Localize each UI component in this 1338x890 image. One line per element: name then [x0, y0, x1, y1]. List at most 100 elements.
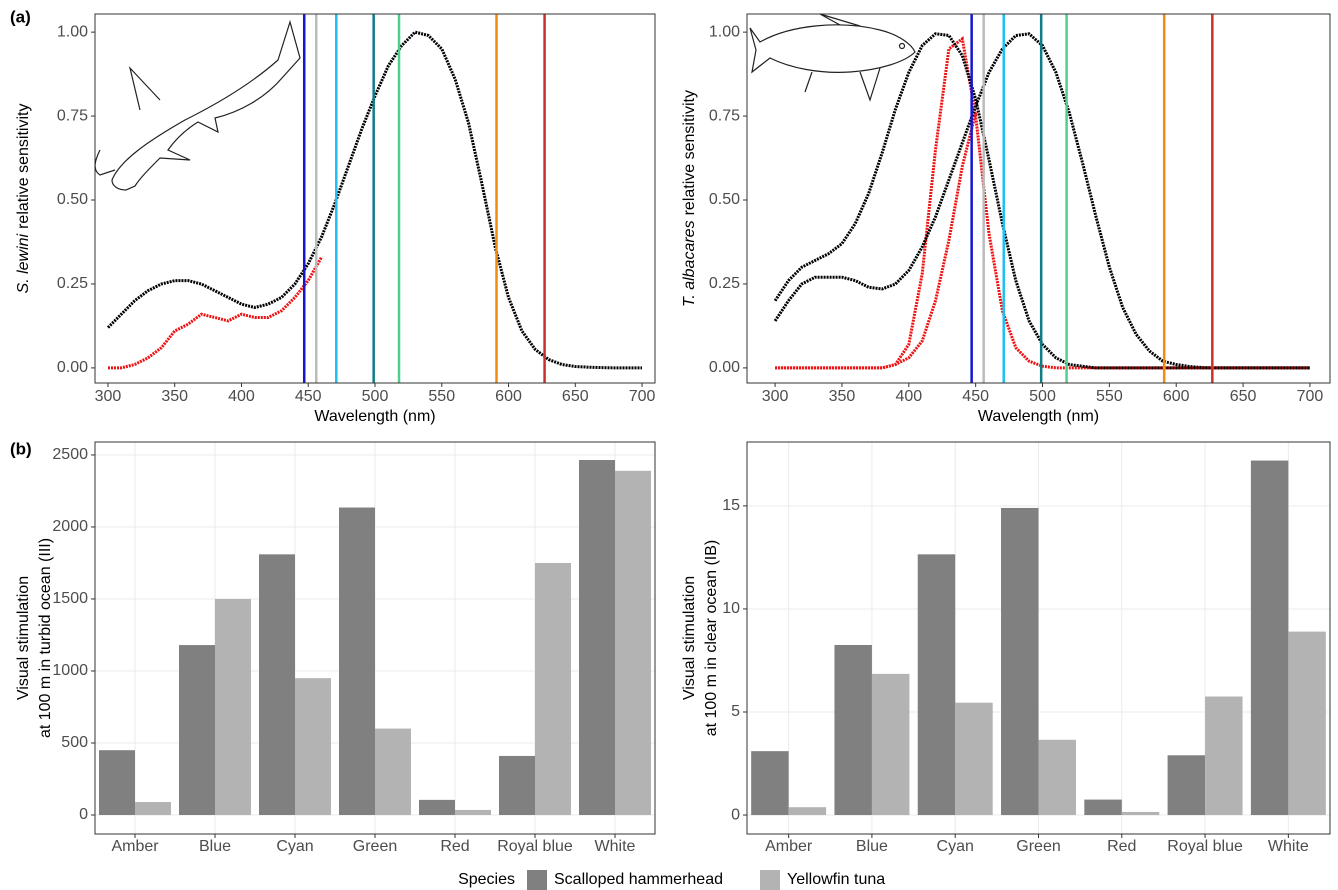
- x-tick-label: 500: [362, 388, 389, 405]
- x-tick-label: 350: [161, 388, 188, 405]
- x-tick-label: 700: [629, 388, 656, 405]
- bar: [871, 673, 910, 816]
- bar: [615, 470, 651, 815]
- panel: [747, 14, 1330, 383]
- bar: [179, 645, 215, 815]
- x-tick-label: 450: [962, 388, 989, 405]
- y-tick-label: 0.00: [709, 359, 740, 376]
- bar: [135, 802, 171, 815]
- y-tick-label: 1500: [52, 590, 88, 607]
- bar: [788, 807, 827, 816]
- legend-label: Scalloped hammerhead: [554, 871, 723, 888]
- x-tick-label: Green: [1016, 838, 1060, 855]
- bar: [455, 809, 491, 815]
- x-tick-label: 550: [1096, 388, 1123, 405]
- x-tick-label: Red: [1107, 838, 1136, 855]
- y-axis-title: at 100 m in clear ocean (IB): [703, 540, 720, 737]
- bar: [339, 507, 375, 815]
- y-tick-label: 0.75: [709, 107, 740, 124]
- legend-title: Species: [458, 871, 515, 888]
- bar: [917, 554, 956, 816]
- y-axis-title: at 100 m in turbid ocean (III): [37, 538, 54, 738]
- bar: [751, 751, 789, 816]
- x-tick-label: 500: [1029, 388, 1056, 405]
- sensitivity-curve: [773, 32, 1310, 370]
- y-tick-label: 5: [731, 703, 740, 720]
- bar: [1001, 507, 1039, 816]
- x-tick-label: 650: [562, 388, 589, 405]
- x-axis-title: Wavelength (nm): [314, 408, 435, 425]
- bar: [1167, 755, 1206, 816]
- x-tick-label: Blue: [856, 838, 888, 855]
- y-axis-title: T. albacares relative sensitivity: [681, 90, 698, 307]
- sensitivity-curve: [106, 30, 642, 370]
- x-tick-label: 450: [295, 388, 322, 405]
- illustrations: [94, 13, 916, 191]
- x-tick-label: 600: [1163, 388, 1190, 405]
- y-axis-title-species: T. albacares: [681, 220, 698, 307]
- y-tick-label: 0.50: [57, 191, 88, 208]
- y-tick-label: 1.00: [709, 23, 740, 40]
- legend-swatch: [760, 870, 780, 890]
- y-axis-title-text: relative sensitivity: [681, 90, 698, 215]
- bar: [215, 598, 251, 815]
- y-tick-label: 500: [61, 734, 88, 751]
- y-tick-label: 10: [722, 600, 740, 617]
- x-tick-label: 550: [428, 388, 455, 405]
- panel: [95, 14, 655, 383]
- y-tick-label: 0.25: [57, 275, 88, 292]
- x-tick-label: Royal blue: [497, 838, 573, 855]
- y-axis-title: Visual stimulation: [15, 576, 32, 700]
- bar: [259, 554, 295, 815]
- bar: [1288, 631, 1326, 816]
- x-axis-title: Wavelength (nm): [978, 408, 1099, 425]
- y-tick-label: 0.75: [57, 107, 88, 124]
- bar: [579, 460, 615, 815]
- y-tick-label: 0: [79, 806, 88, 823]
- legend-swatch: [527, 870, 547, 890]
- bar: [834, 645, 872, 816]
- y-axis-title-species: S. lewini: [15, 233, 32, 293]
- x-tick-label: 600: [495, 388, 522, 405]
- bar: [535, 562, 571, 815]
- x-tick-label: Blue: [199, 838, 231, 855]
- legend-label: Yellowfin tuna: [787, 871, 885, 888]
- bar: [295, 678, 331, 815]
- panel-tag: (a): [10, 7, 31, 26]
- tuna-eye: [898, 42, 906, 50]
- y-tick-label: 2500: [52, 446, 88, 463]
- bar: [499, 755, 535, 815]
- y-tick-label: 0.25: [709, 275, 740, 292]
- y-axis-title-text: relative sensitivity: [15, 104, 32, 229]
- y-tick-label: 2000: [52, 518, 88, 535]
- y-tick-label: 15: [722, 497, 740, 514]
- x-tick-label: Royal blue: [1167, 838, 1243, 855]
- y-tick-label: 0.00: [57, 359, 88, 376]
- sensitivity-curve: [108, 256, 323, 370]
- y-axis-title: S. lewini relative sensitivity: [15, 104, 32, 294]
- y-axis-title: Visual stimulation: [681, 576, 698, 700]
- x-tick-label: 400: [895, 388, 922, 405]
- panel-border: [746, 441, 1331, 835]
- panel-border: [746, 13, 1331, 384]
- sensitivity-curve: [775, 112, 978, 370]
- x-tick-label: Amber: [111, 838, 159, 855]
- bar: [419, 799, 455, 815]
- x-tick-label: 300: [762, 388, 789, 405]
- x-tick-label: Cyan: [937, 838, 974, 855]
- bar: [1084, 799, 1122, 816]
- bar: [1121, 811, 1160, 816]
- x-tick-label: Amber: [765, 838, 813, 855]
- bar: [375, 728, 411, 815]
- x-tick-label: Green: [353, 838, 397, 855]
- shark-sketch: [94, 19, 301, 191]
- x-tick-label: 700: [1297, 388, 1324, 405]
- x-tick-label: Cyan: [276, 838, 313, 855]
- x-tick-label: 350: [829, 388, 856, 405]
- x-tick-label: 650: [1230, 388, 1257, 405]
- y-tick-label: 1000: [52, 662, 88, 679]
- panel-tag: (b): [10, 439, 32, 458]
- y-tick-label: 0.50: [709, 191, 740, 208]
